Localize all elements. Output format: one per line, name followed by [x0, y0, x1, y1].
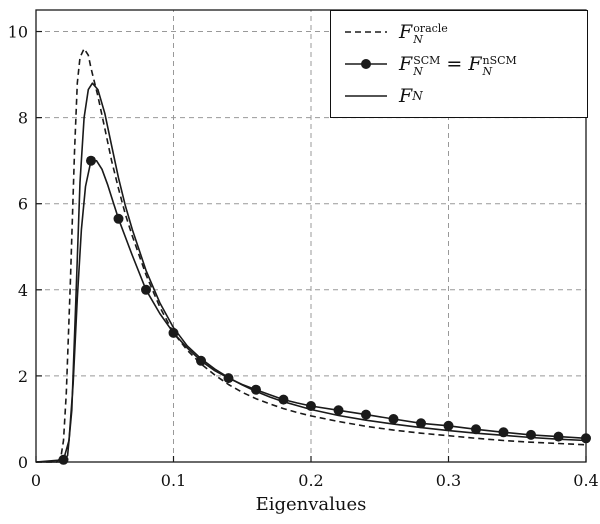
data-marker [553, 431, 564, 442]
data-marker [388, 414, 399, 424]
data-marker [168, 327, 179, 338]
data-marker [471, 424, 481, 435]
solid-line-sample-icon [345, 95, 387, 97]
math-sub: N [412, 89, 423, 103]
supsub-stack: SCM N [413, 54, 441, 78]
supsub-stack: oracle N [413, 22, 448, 46]
x-tick-label: 0.2 [298, 471, 323, 490]
data-marker [223, 373, 234, 384]
data-marker [58, 454, 69, 465]
x-axis-label: Eigenvalues [255, 494, 367, 515]
marker-line-sample-icon [345, 59, 387, 69]
x-tick-label: 0 [31, 471, 41, 490]
math-var: F [399, 21, 413, 43]
equals-sign: = [446, 53, 463, 75]
y-tick-label: 0 [18, 453, 28, 472]
data-marker [443, 420, 454, 431]
data-marker [196, 355, 206, 366]
data-marker [306, 401, 316, 411]
data-marker [526, 429, 536, 440]
supsub-stack: nSCM N [482, 54, 517, 78]
series-fn [36, 82, 587, 463]
x-tick-label: 0.3 [436, 471, 461, 490]
y-tick-label: 10 [8, 23, 28, 42]
y-tick-label: 6 [18, 195, 28, 214]
data-marker [113, 213, 124, 224]
x-tick-label: 0.4 [573, 471, 598, 490]
data-marker [278, 394, 289, 405]
data-marker [86, 155, 96, 166]
data-marker [416, 418, 426, 429]
data-marker [251, 384, 261, 395]
data-marker [333, 405, 344, 416]
y-tick-label: 2 [18, 367, 28, 386]
dashed-line-sample-icon [345, 31, 387, 33]
data-marker [498, 427, 509, 438]
data-marker [141, 284, 151, 295]
series-oracle [36, 47, 587, 463]
y-tick-label: 4 [18, 281, 28, 300]
data-marker [361, 409, 371, 420]
math-var: F [399, 53, 413, 75]
math-var: F [399, 85, 413, 107]
x-tick-label: 0.1 [161, 471, 186, 490]
math-var: F [468, 53, 482, 75]
y-tick-label: 8 [18, 109, 28, 128]
